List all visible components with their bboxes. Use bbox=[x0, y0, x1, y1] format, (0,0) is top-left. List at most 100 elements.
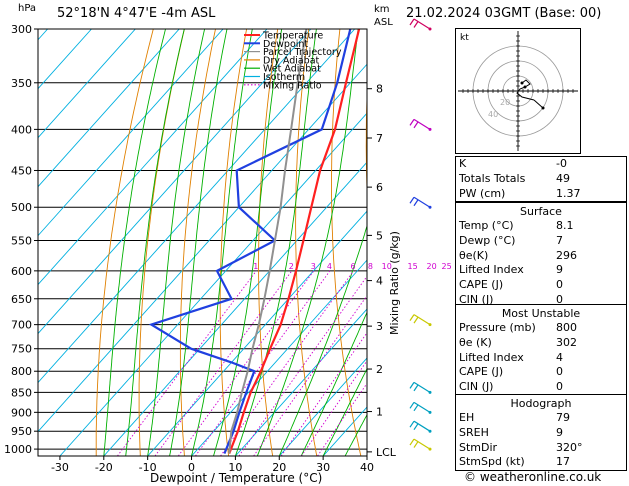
pressure-tick-label: 650 bbox=[11, 293, 32, 306]
temp-tick-label: 40 bbox=[360, 461, 374, 474]
dry-adiabat-line bbox=[138, 29, 185, 456]
wet-adiabat-line bbox=[103, 29, 166, 456]
wind-barb-feather bbox=[409, 438, 415, 446]
mixing-ratio-line bbox=[301, 360, 367, 456]
chart-grid bbox=[38, 29, 367, 456]
wind-barb-dot bbox=[428, 205, 432, 209]
temp-tick-label: -10 bbox=[139, 461, 157, 474]
wind-barb bbox=[409, 196, 432, 209]
wind-barb-staff bbox=[413, 438, 431, 450]
mixing-ratio-line bbox=[253, 294, 367, 456]
pressure-tick-label: 700 bbox=[11, 319, 32, 332]
height-tick-label: 6 bbox=[376, 181, 383, 194]
wind-barb-dot bbox=[428, 27, 432, 31]
wind-barb-feather bbox=[409, 196, 415, 204]
most_unstable-row-label: Lifted Index bbox=[459, 350, 524, 364]
wind-barb-feather bbox=[409, 18, 415, 26]
pressure-unit-label: hPa bbox=[18, 3, 37, 14]
mixing-ratio-label: 15 bbox=[408, 262, 418, 271]
mixing-ratio-label: 10 bbox=[382, 262, 392, 271]
legend-label: Temperature bbox=[262, 31, 323, 42]
wind-barb-feather bbox=[413, 199, 419, 207]
hodograph-ring-label: 40 bbox=[488, 110, 498, 119]
wet-adiabat-line bbox=[300, 311, 367, 456]
km-unit: km bbox=[374, 4, 390, 15]
isotherm-line bbox=[38, 29, 136, 139]
indices-row-label: K bbox=[459, 157, 467, 170]
pressure-tick-label: 400 bbox=[11, 123, 32, 136]
isotherm-line bbox=[38, 29, 180, 188]
mixing-ratio-line bbox=[238, 275, 367, 456]
wind-barb-feather bbox=[413, 121, 419, 129]
hodograph_table-row-value: 79 bbox=[556, 411, 570, 424]
wind-barb bbox=[409, 420, 432, 433]
wind-barb-staff bbox=[413, 314, 431, 326]
wind-barb-staff bbox=[413, 420, 431, 432]
isotherm-line bbox=[38, 29, 268, 286]
hodograph-point bbox=[520, 81, 524, 85]
indices-row-label: Totals Totals bbox=[459, 171, 526, 185]
pressure-tick-label: 950 bbox=[11, 425, 32, 438]
height-tick-label: 8 bbox=[376, 83, 383, 96]
surface-row-label: CIN (J) bbox=[459, 292, 494, 306]
most_unstable-row: Lifted Index 4 bbox=[456, 351, 626, 366]
surface-row-label: CAPE (J) bbox=[459, 278, 504, 292]
isotherm-line bbox=[38, 29, 224, 237]
indices-row-value: 49 bbox=[556, 171, 570, 185]
wind-barb-dot bbox=[428, 410, 432, 414]
isotherm-line bbox=[103, 161, 367, 456]
isotherm-line bbox=[38, 63, 367, 433]
height-unit-label: km ASL bbox=[374, 3, 393, 29]
credit-text: © weatheronline.co.uk bbox=[464, 470, 602, 484]
most_unstable-row-value: 0 bbox=[556, 365, 563, 379]
dry-adiabat-line bbox=[179, 29, 216, 456]
legend-label: Mixing Ratio bbox=[263, 80, 322, 91]
isotherm-line bbox=[278, 357, 367, 456]
dry-adiabat-line bbox=[95, 29, 154, 456]
isotherm-line bbox=[38, 29, 356, 384]
pressure-tick-label: 1000 bbox=[4, 443, 32, 456]
wet-adiabat-line bbox=[125, 29, 185, 456]
asl-unit: ASL bbox=[374, 17, 393, 28]
most_unstable-row: CAPE (J) 0 bbox=[456, 365, 626, 380]
most_unstable-row-label: CIN (J) bbox=[459, 380, 494, 394]
y-axis-label-mixing-ratio: Mixing Ratio (g/kg) bbox=[388, 231, 401, 335]
hodograph-trace bbox=[516, 79, 535, 101]
wind-barb-staff bbox=[413, 18, 431, 30]
wind-barb-feather bbox=[409, 420, 415, 428]
mixing-ratio-line bbox=[154, 270, 293, 456]
profile-temperature bbox=[228, 29, 361, 454]
hodograph_table-row-value: 9 bbox=[556, 425, 563, 439]
legend-label: Dewpoint bbox=[263, 39, 308, 50]
pressure-tick-label: 550 bbox=[11, 234, 32, 247]
pressure-tick-label: 500 bbox=[11, 201, 32, 214]
wind-barb-dot bbox=[428, 447, 432, 451]
wind-barb bbox=[409, 401, 432, 414]
surface-row-value: 7 bbox=[556, 233, 563, 247]
most_unstable-row-label: θe (K) bbox=[459, 335, 492, 349]
surface-panel: Surface Temp (°C) 8.1 Dewp (°C) 7 θe(K) 296 Li… bbox=[455, 202, 627, 309]
mixing-ratio-line bbox=[317, 382, 367, 456]
hodograph_table-row-value: 320° bbox=[556, 440, 583, 454]
mixing-ratio-label: 6 bbox=[351, 262, 356, 271]
mixing-ratio-label: 20 bbox=[427, 262, 437, 271]
mixing-ratio-line bbox=[177, 270, 315, 456]
height-tick-label: 5 bbox=[376, 229, 383, 242]
dry-adiabat-line bbox=[219, 29, 248, 456]
wind-barb-feather bbox=[409, 401, 415, 409]
surface-row: CAPE (J) 0 bbox=[456, 278, 626, 293]
dry-adiabat-line bbox=[365, 86, 367, 202]
hodograph-title: Hodograph bbox=[510, 397, 572, 410]
mixing-ratio-label: 4 bbox=[327, 262, 332, 271]
temp-tick-label: -20 bbox=[95, 461, 113, 474]
isotherm-line bbox=[235, 308, 367, 456]
legend-label: Wet Adiabat bbox=[263, 64, 321, 75]
surface-row-label: θe(K) bbox=[459, 248, 489, 262]
temp-tick-label: 10 bbox=[228, 461, 242, 474]
datetime-title: 21.02.2024 03GMT (Base: 00) bbox=[406, 6, 602, 21]
indices-row-value: 1.37 bbox=[556, 186, 581, 200]
most_unstable-row-value: 800 bbox=[556, 321, 577, 334]
wind-barb-dot bbox=[428, 127, 432, 131]
hodograph_table-row-label: StmDir bbox=[459, 440, 498, 454]
